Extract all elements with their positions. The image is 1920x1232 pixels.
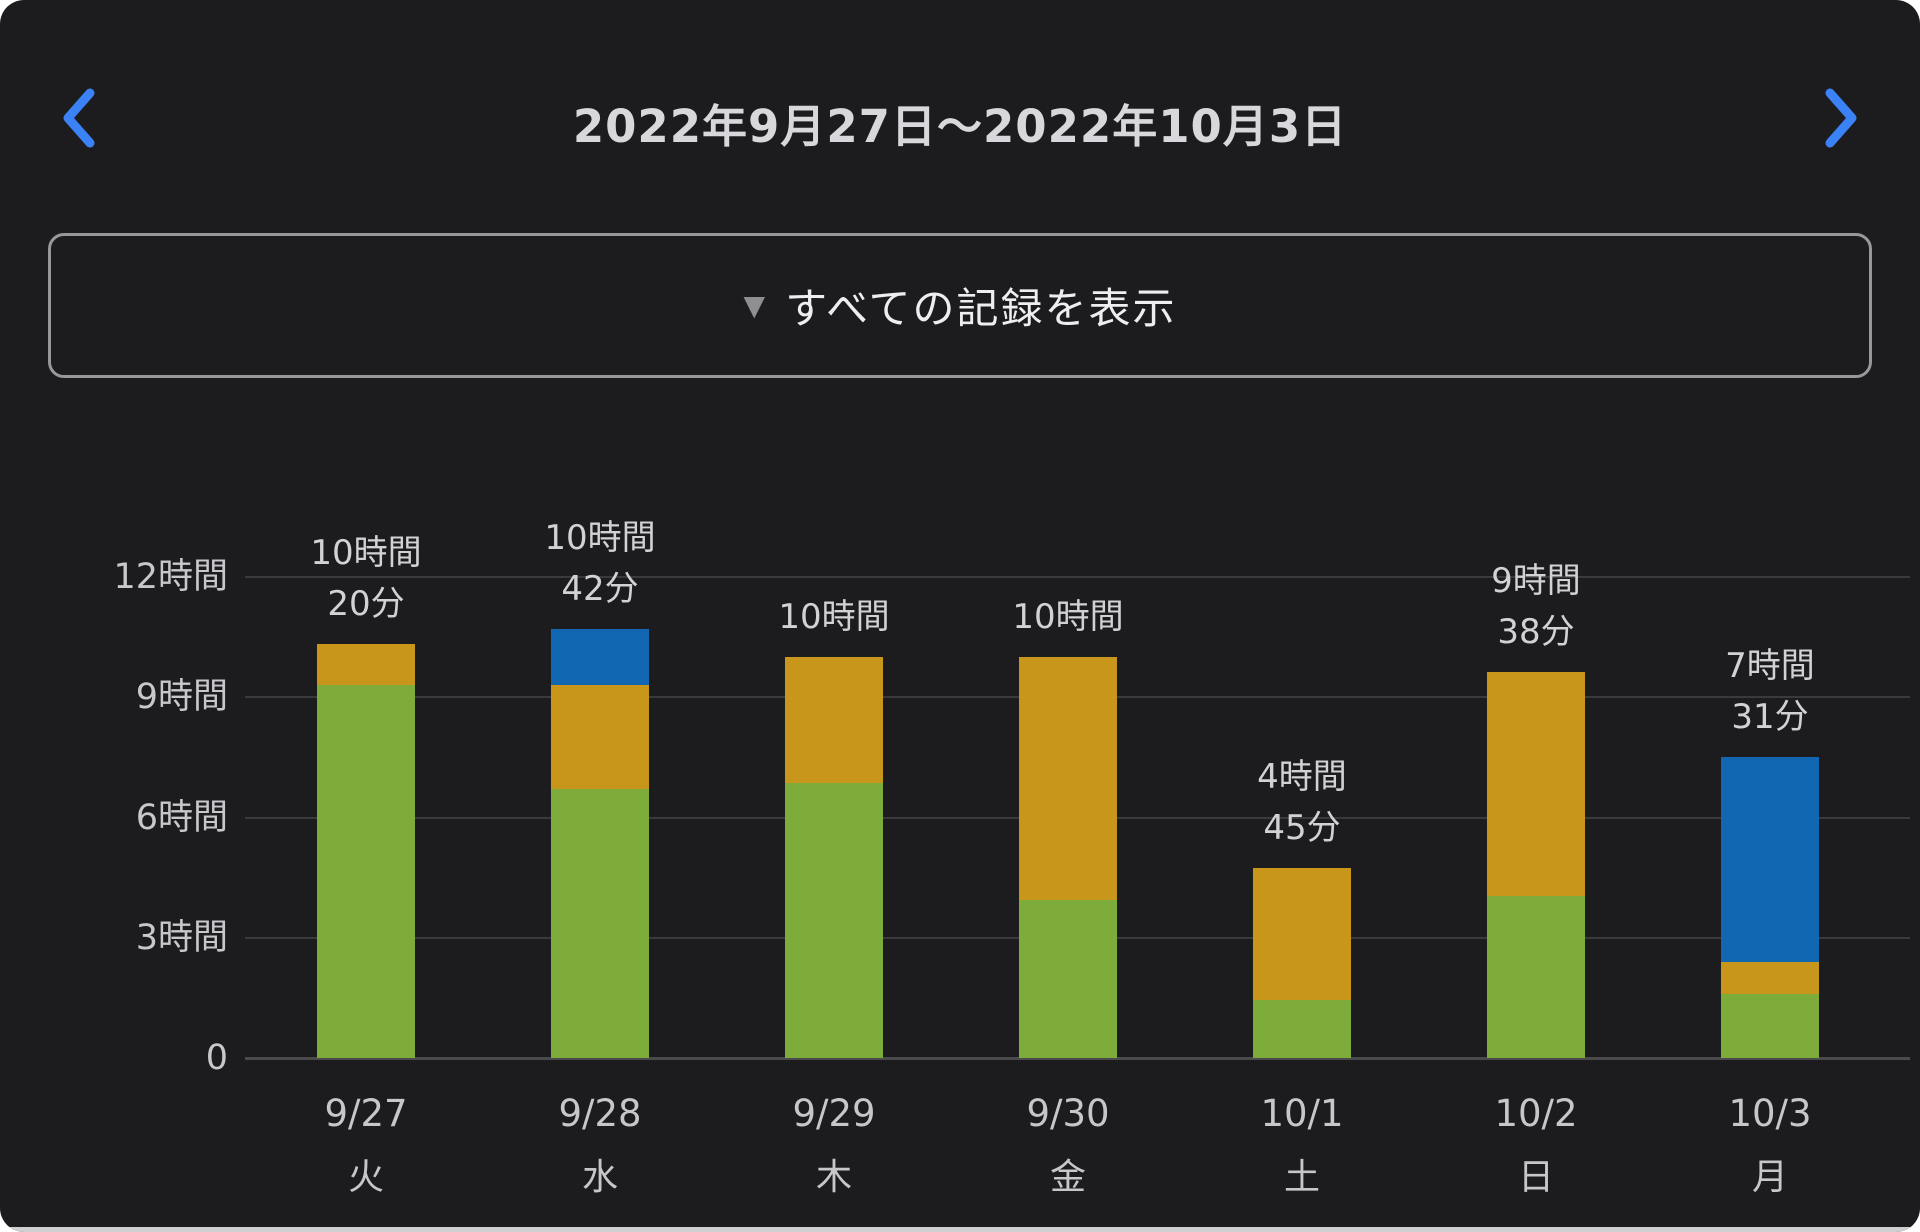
show-all-records-button[interactable]: ▼ すべての記録を表示 <box>48 233 1872 378</box>
dropdown-triangle-icon: ▼ <box>743 288 766 322</box>
bar-total-label-9/27: 10時間 20分 <box>310 532 422 624</box>
x-axis-weekday-9/29: 木 <box>815 1157 852 1198</box>
bar-9/28-green-segment[interactable] <box>551 789 649 1058</box>
bar-total-label-9/28: 10時間 42分 <box>544 518 656 610</box>
bar-9/30-green-segment[interactable] <box>1019 899 1117 1058</box>
x-axis-weekday-9/27: 火 <box>347 1157 384 1198</box>
y-axis-label-9h: 9時間 <box>135 677 228 718</box>
y-axis-label-0h: 0 <box>205 1038 228 1078</box>
bar-10/3-blue-segment[interactable] <box>1721 756 1819 962</box>
x-axis-weekday-9/30: 金 <box>1049 1157 1086 1198</box>
chevron-right-icon <box>1825 88 1857 148</box>
bar-9/28-orange-segment[interactable] <box>551 685 649 790</box>
bar-9/29-orange-segment[interactable] <box>785 657 883 784</box>
bar-total-label-10/3: 7時間 31分 <box>1725 645 1815 737</box>
x-axis-date-10/1: 10/1 <box>1260 1092 1344 1135</box>
chevron-left-icon <box>63 88 95 148</box>
previous-week-button[interactable] <box>56 86 104 150</box>
y-axis-label-3h: 3時間 <box>135 917 228 958</box>
date-range-title: 2022年9月27日〜2022年10月3日 <box>572 100 1348 153</box>
bar-10/3-green-segment[interactable] <box>1721 993 1819 1058</box>
x-axis-weekday-10/2: 日 <box>1517 1157 1554 1198</box>
gridline-0h <box>245 1057 1910 1060</box>
bar-9/29-green-segment[interactable] <box>785 783 883 1058</box>
bar-9/27-green-segment[interactable] <box>317 685 415 1058</box>
x-axis-weekday-10/3: 月 <box>1751 1157 1788 1198</box>
y-axis-label-6h: 6時間 <box>135 797 228 838</box>
bar-total-label-9/29: 10時間 <box>778 597 890 638</box>
y-axis-label-12h: 12時間 <box>113 557 228 597</box>
x-axis-date-9/30: 9/30 <box>1026 1092 1110 1135</box>
bar-10/2-green-segment[interactable] <box>1487 895 1585 1058</box>
x-axis-weekday-10/1: 土 <box>1283 1157 1320 1198</box>
x-axis-weekday-9/28: 水 <box>581 1157 618 1198</box>
bar-10/3-orange-segment[interactable] <box>1721 961 1819 994</box>
bar-total-label-10/2: 9時間 38分 <box>1491 560 1581 652</box>
show-all-records-label: すべての記録を表示 <box>785 284 1177 333</box>
gridline-12h <box>245 576 1910 578</box>
x-axis-date-9/27: 9/27 <box>324 1092 408 1135</box>
bar-total-label-9/30: 10時間 <box>1012 597 1124 638</box>
x-axis-date-9/28: 9/28 <box>558 1092 642 1135</box>
bar-9/28-blue-segment[interactable] <box>551 629 649 686</box>
bar-total-label-10/1: 4時間 45分 <box>1257 756 1347 848</box>
bar-10/2-orange-segment[interactable] <box>1487 671 1585 896</box>
bar-9/30-orange-segment[interactable] <box>1019 657 1117 900</box>
x-axis-date-9/29: 9/29 <box>792 1092 876 1135</box>
x-axis-date-10/3: 10/3 <box>1728 1092 1812 1135</box>
next-week-button[interactable] <box>1816 86 1864 150</box>
bar-10/1-green-segment[interactable] <box>1253 999 1351 1058</box>
bottom-panel-edge <box>0 1227 1920 1232</box>
x-axis-date-10/2: 10/2 <box>1494 1092 1578 1135</box>
bar-10/1-orange-segment[interactable] <box>1253 867 1351 1000</box>
bar-9/27-orange-segment[interactable] <box>317 643 415 686</box>
